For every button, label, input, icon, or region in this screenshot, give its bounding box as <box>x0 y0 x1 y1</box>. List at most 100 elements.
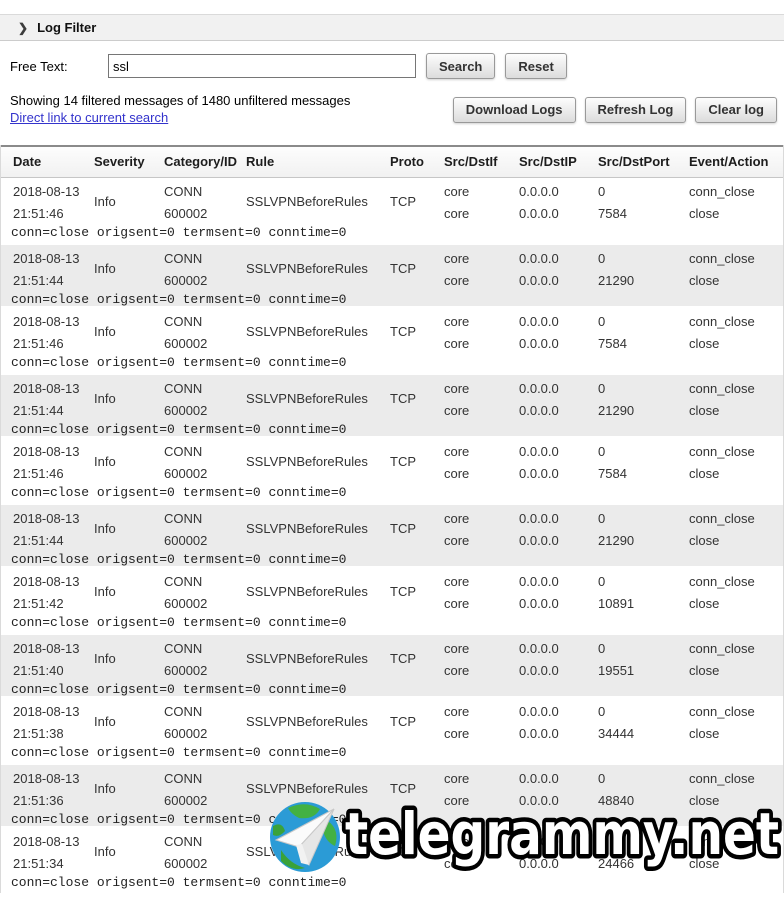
clear-log-button[interactable]: Clear log <box>695 96 777 123</box>
log-proto: TCP <box>390 651 416 666</box>
log-time: 21:51:46 <box>13 206 64 221</box>
cell-event-action: conn_close close <box>689 178 783 225</box>
cell-event-action: conn_close close <box>689 765 783 812</box>
cell-event-action: conn_close close <box>689 438 783 485</box>
log-dst-port: 48840 <box>598 793 635 808</box>
log-src-if: core <box>444 184 470 199</box>
log-row[interactable]: 2018-08-13 21:51:36 Info CONN 600002 SSL… <box>1 763 783 828</box>
log-row[interactable]: 2018-08-13 21:51:42 Info CONN 600002 SSL… <box>1 568 783 633</box>
log-time: 21:51:36 <box>13 793 64 808</box>
log-event: conn_close <box>689 704 755 719</box>
cell-src-dst-ip: 0.0.0.0 0.0.0.0 <box>519 505 598 552</box>
log-rule: SSLVPNBeforeRules <box>246 781 368 796</box>
log-category-id: 600002 <box>164 336 208 351</box>
cell-severity: Info <box>94 505 164 552</box>
log-src-ip: 0.0.0.0 <box>519 314 559 329</box>
cell-date: 2018-08-13 21:51:42 <box>1 568 94 615</box>
cell-event-action: conn_close close <box>689 828 783 875</box>
log-dst-if: core <box>444 403 470 418</box>
cell-date: 2018-08-13 21:51:46 <box>1 178 94 225</box>
log-category-id: 600002 <box>164 726 208 741</box>
cell-src-dst-port: 0 21290 <box>598 245 689 292</box>
log-dst-ip: 0.0.0.0 <box>519 856 559 871</box>
log-row[interactable]: 2018-08-13 21:51:34 Info CONN 600002 SSL… <box>1 828 783 893</box>
cell-severity: Info <box>94 698 164 745</box>
log-src-if: core <box>444 704 470 719</box>
log-src-if: core <box>444 641 470 656</box>
cell-rule: SSLVPNBeforeRules <box>246 765 390 812</box>
log-src-ip: 0.0.0.0 <box>519 641 559 656</box>
free-text-input[interactable] <box>108 54 416 78</box>
log-proto: TCP <box>390 324 416 339</box>
download-logs-button[interactable]: Download Logs <box>452 96 576 123</box>
log-src-port: 0 <box>598 381 606 396</box>
cell-src-dst-if: core core <box>444 635 519 682</box>
log-src-port: 0 <box>598 184 606 199</box>
log-dst-if: core <box>444 596 470 611</box>
log-row[interactable]: 2018-08-13 21:51:44 Info CONN 600002 SSL… <box>1 373 783 438</box>
col-header-src-dst-port[interactable]: Src/DstPort <box>598 154 670 169</box>
log-dst-ip: 0.0.0.0 <box>519 533 559 548</box>
cell-date: 2018-08-13 21:51:44 <box>1 505 94 552</box>
log-row-details: conn=close origsent=0 termsent=0 conntim… <box>11 225 347 240</box>
col-header-event-action[interactable]: Event/Action <box>689 154 769 169</box>
cell-severity: Info <box>94 765 164 812</box>
cell-rule: SSLVPNBeforeRules <box>246 178 390 225</box>
direct-link-to-search[interactable]: Direct link to current search <box>10 110 169 125</box>
log-row[interactable]: 2018-08-13 21:51:40 Info CONN 600002 SSL… <box>1 633 783 698</box>
log-action: close <box>689 403 720 418</box>
log-src-ip: 0.0.0.0 <box>519 511 559 526</box>
log-proto: TCP <box>390 584 416 599</box>
log-dst-port: 21290 <box>598 403 635 418</box>
log-category-id: 600002 <box>164 793 208 808</box>
search-button[interactable]: Search <box>426 53 496 79</box>
log-row-main: 2018-08-13 21:51:38 Info CONN 600002 SSL… <box>1 698 783 745</box>
log-row[interactable]: 2018-08-13 21:51:38 Info CONN 600002 SSL… <box>1 698 783 763</box>
col-header-severity[interactable]: Severity <box>94 154 145 169</box>
col-header-date[interactable]: Date <box>13 154 42 169</box>
cell-rule: SSLVPNBeforeRules <box>246 438 390 485</box>
refresh-log-button[interactable]: Refresh Log <box>584 96 687 123</box>
log-src-if: core <box>444 771 470 786</box>
cell-date: 2018-08-13 21:51:38 <box>1 698 94 745</box>
log-row[interactable]: 2018-08-13 21:51:46 Info CONN 600002 SSL… <box>1 178 783 243</box>
cell-event-action: conn_close close <box>689 375 783 422</box>
log-rule: SSLVPNBeforeRules <box>246 651 368 666</box>
log-rule: SSLVPNBeforeRules <box>246 261 368 276</box>
log-src-if: core <box>444 314 470 329</box>
col-header-category-id[interactable]: Category/ID <box>164 154 237 169</box>
col-header-proto[interactable]: Proto <box>390 154 424 169</box>
log-row[interactable]: 2018-08-13 21:51:46 Info CONN 600002 SSL… <box>1 308 783 373</box>
log-event: conn_close <box>689 314 755 329</box>
log-severity: Info <box>94 521 116 536</box>
log-src-ip: 0.0.0.0 <box>519 444 559 459</box>
log-row-details: conn=close origsent=0 termsent=0 conntim… <box>11 682 347 697</box>
cell-category-id: CONN 600002 <box>164 308 246 355</box>
cell-src-dst-port: 0 7584 <box>598 308 689 355</box>
log-category-id: 600002 <box>164 403 208 418</box>
log-severity: Info <box>94 781 116 796</box>
col-header-src-dst-if[interactable]: Src/DstIf <box>444 154 498 169</box>
col-header-rule[interactable]: Rule <box>246 154 275 169</box>
log-row[interactable]: 2018-08-13 21:51:44 Info CONN 600002 SSL… <box>1 243 783 308</box>
log-proto: TCP <box>390 844 416 859</box>
log-category: CONN <box>164 444 203 459</box>
log-dst-port: 34444 <box>598 726 635 741</box>
cell-severity: Info <box>94 375 164 422</box>
log-filter-section-header[interactable]: ❯ Log Filter <box>0 14 784 41</box>
cell-src-dst-port: 0 34444 <box>598 698 689 745</box>
log-row-main: 2018-08-13 21:51:46 Info CONN 600002 SSL… <box>1 308 783 355</box>
log-row[interactable]: 2018-08-13 21:51:44 Info CONN 600002 SSL… <box>1 503 783 568</box>
log-time: 21:51:44 <box>13 273 64 288</box>
log-event: conn_close <box>689 444 755 459</box>
reset-button[interactable]: Reset <box>505 53 567 79</box>
log-action: close <box>689 336 720 351</box>
log-row-details: conn=close origsent=0 termsent=0 conntim… <box>11 485 347 500</box>
log-action: close <box>689 533 720 548</box>
log-row[interactable]: 2018-08-13 21:51:46 Info CONN 600002 SSL… <box>1 438 783 503</box>
cell-event-action: conn_close close <box>689 308 783 355</box>
log-rule: SSLVPNBeforeRules <box>246 844 368 859</box>
log-dst-if: core <box>444 726 470 741</box>
log-src-port: 0 <box>598 444 606 459</box>
col-header-src-dst-ip[interactable]: Src/DstIP <box>519 154 577 169</box>
